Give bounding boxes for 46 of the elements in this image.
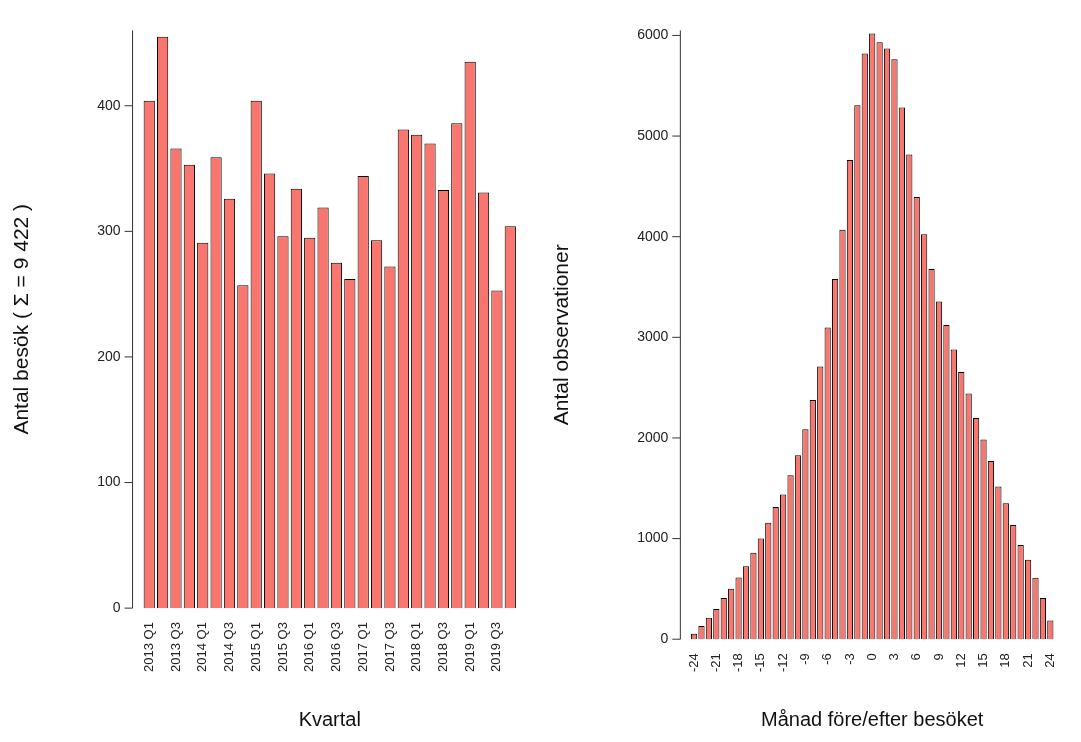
x-axis-title: Månad före/efter besöket	[761, 707, 984, 730]
x-tick-label: 2018 Q1	[408, 622, 424, 672]
y-tick-label: 6000	[637, 26, 669, 43]
x-tick-label: 2017 Q3	[381, 622, 397, 672]
x-tick-label: 21	[1019, 653, 1035, 668]
x-tick-label: -21	[707, 653, 723, 673]
x-axis-title: Kvartal	[298, 707, 361, 730]
y-tick-label: 3000	[637, 328, 669, 345]
x-tick-label: 2013 Q1	[140, 622, 156, 672]
y-tick-label: 5000	[637, 126, 669, 143]
x-tick-label: -15	[752, 653, 768, 673]
x-tick-label: 2019 Q3	[488, 622, 504, 672]
x-tick-label: 2016 Q3	[328, 622, 344, 672]
x-tick-label: 2018 Q3	[435, 622, 451, 672]
x-tick-label: 12	[952, 653, 968, 668]
x-tick-label: 6	[908, 653, 924, 661]
x-tick-label: -12	[774, 653, 790, 673]
x-tick-label: -24	[685, 653, 701, 673]
x-tick-label: 2017 Q1	[354, 622, 370, 672]
x-tick-label: -3	[841, 653, 857, 665]
y-tick-label: 2000	[637, 428, 669, 445]
x-tick-label: 2019 Q1	[461, 622, 477, 672]
x-tick-label: 2014 Q1	[194, 622, 210, 672]
x-tick-label: 18	[997, 653, 1013, 668]
y-tick-label: 100	[97, 473, 121, 490]
x-tick-label: 2014 Q3	[221, 622, 237, 672]
x-tick-label: 2016 Q1	[301, 622, 317, 672]
x-tick-label: 0	[863, 653, 879, 661]
y-tick-label: 4000	[637, 227, 669, 244]
y-tick-label: 0	[112, 598, 121, 615]
y-tick-label: 300	[97, 222, 121, 239]
x-tick-label: 2015 Q1	[247, 622, 263, 672]
y-axis-title: Antal besök ( Σ = 9 422 )	[9, 203, 33, 435]
x-tick-label: 2013 Q3	[167, 622, 183, 672]
x-tick-label: -18	[730, 653, 746, 673]
x-tick-label: 3	[886, 653, 902, 661]
x-tick-label: 2015 Q3	[274, 622, 290, 672]
y-tick-label: 200	[97, 347, 121, 364]
x-tick-label: -9	[796, 653, 812, 665]
x-tick-label: 9	[930, 653, 946, 661]
x-tick-label: -6	[819, 653, 835, 665]
y-axis-title: Antal observationer	[549, 244, 573, 426]
x-tick-label: 15	[975, 653, 991, 668]
y-tick-label: 400	[97, 96, 121, 113]
y-tick-label: 1000	[637, 529, 669, 546]
x-tick-label: 24	[1041, 653, 1057, 668]
